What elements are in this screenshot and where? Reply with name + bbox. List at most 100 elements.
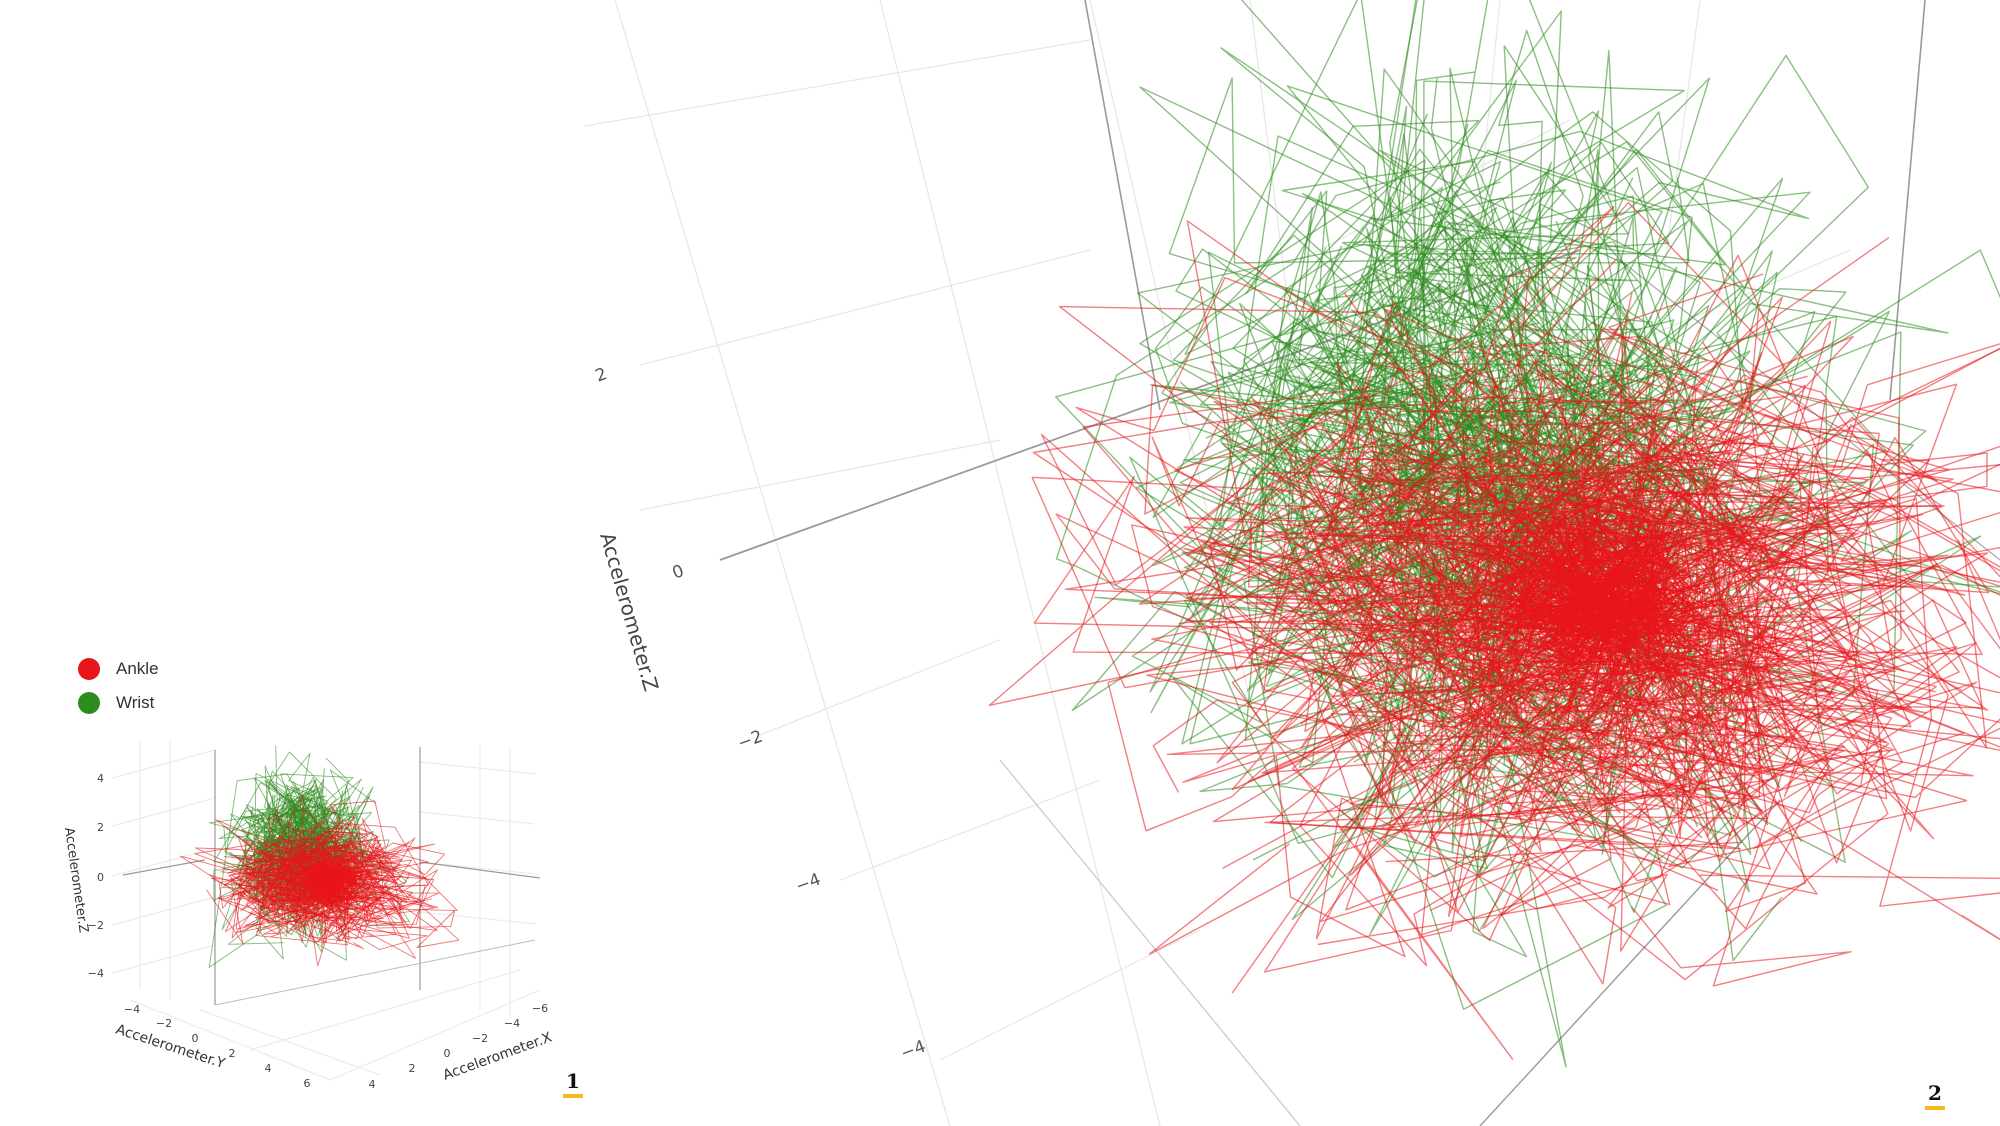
- small-x-tick-1: −4: [504, 1017, 520, 1030]
- ankle-dot-icon: [78, 658, 100, 680]
- big-axis-line-5: [999, 759, 1301, 1126]
- small-axis-z-zero: [122, 859, 206, 876]
- legend-item-ankle[interactable]: Ankle: [78, 652, 159, 686]
- big-z-tick-label-0: 2: [593, 364, 610, 386]
- small-z-tick-4: −4: [88, 967, 104, 980]
- small-grid-misc6: [249, 969, 521, 1051]
- legend-label-wrist: Wrist: [116, 693, 155, 712]
- wrist-dot-icon: [78, 692, 100, 714]
- small-x-tick-3: 0: [444, 1047, 451, 1060]
- panel-1-underline: [563, 1094, 583, 1098]
- small-grid-h4: [111, 944, 216, 974]
- zoomed-3d-plot[interactable]: 2 0 −2 −4 −4 Accelerometer.Z: [584, 0, 2000, 1126]
- big-ankle-trace-47: [1502, 352, 2000, 826]
- big-ankle-trace-64: [1322, 292, 1845, 849]
- big-ankle-trace-78: [1399, 610, 1887, 759]
- big-ankle-core-trace-35: [1505, 518, 1685, 678]
- zoomed-axis-lines: [719, 0, 2000, 1126]
- zoomed-z-ticks: 2 0 −2 −4 −4: [593, 364, 929, 1064]
- big-grid-line-v0: [614, 0, 951, 1126]
- small-grid-misc7: [329, 989, 541, 1081]
- small-z-tick-3: −2: [88, 919, 104, 932]
- small-y-tick-3: 2: [229, 1047, 236, 1060]
- big-grid-line-h3: [759, 639, 1001, 736]
- big-grid-line-h0: [584, 39, 1091, 127]
- small-y-tick-1: −2: [156, 1017, 172, 1030]
- small-grid-r0: [419, 761, 536, 775]
- small-axis-x-zero: [419, 861, 541, 879]
- big-grid-line-v1: [879, 0, 1161, 1126]
- big-ankle-trace-66: [1064, 321, 1912, 870]
- small-ankle-core-trace-23: [309, 859, 358, 906]
- small-grid-misc4: [129, 999, 331, 1081]
- small-ankle-core-trace-24: [316, 867, 359, 902]
- small-x-tick-2: −2: [472, 1032, 488, 1045]
- big-ankle-core-trace-39: [1507, 541, 1665, 621]
- zoomed-grid: [584, 0, 1851, 1126]
- overview-z-axis-label: Accelerometer.Z: [61, 826, 91, 934]
- small-y-tick-5: 6: [304, 1077, 311, 1090]
- small-ankle-trace-41: [263, 864, 400, 942]
- big-ankle-trace-1: [1319, 481, 1726, 985]
- big-axis-line-0: [719, 249, 1581, 561]
- overview-traces: [179, 745, 460, 968]
- legend-item-wrist[interactable]: Wrist: [78, 686, 159, 720]
- big-z-tick-label-2: −2: [735, 727, 765, 754]
- small-grid-r3: [419, 911, 536, 925]
- big-grid-line-v5: [1659, 0, 1701, 301]
- small-z-tick-1: 2: [97, 821, 104, 834]
- big-grid-line-h4: [839, 779, 1101, 881]
- small-axis-floor: [214, 939, 536, 1006]
- small-grid-r1: [419, 811, 536, 825]
- panel-2-underline: [1925, 1106, 1945, 1110]
- big-axis-line-4: [1619, 259, 2000, 561]
- small-x-tick-4: 2: [409, 1062, 416, 1075]
- big-axis-line-3: [1479, 799, 1781, 1126]
- overview-grid: [111, 740, 541, 1081]
- small-ankle-core-trace-22: [300, 859, 351, 912]
- zoomed-traces: [988, 0, 2000, 1068]
- small-grid-h2: [111, 847, 216, 877]
- big-ankle-core-trace-36: [1509, 569, 1683, 639]
- big-grid-line-h6: [1299, 119, 1571, 261]
- small-grid-h1: [111, 797, 216, 827]
- zoomed-z-axis-label: Accelerometer.Z: [595, 530, 663, 694]
- big-wrist-trace-61: [1240, 0, 1836, 789]
- big-ankle-core-trace-38: [1565, 516, 1686, 700]
- panel-number-1: 1: [566, 1069, 580, 1093]
- small-grid-h0: [111, 749, 216, 779]
- small-ankle-core-trace-18: [307, 865, 354, 897]
- big-ankle-trace-79: [1138, 399, 1826, 870]
- small-z-tick-0: 4: [97, 772, 104, 785]
- small-ankle-trace-42: [245, 837, 438, 932]
- legend: Ankle Wrist: [78, 652, 159, 720]
- small-z-tick-2: 0: [97, 871, 104, 884]
- big-grid-line-v3: [1249, 0, 1301, 401]
- overview-x-axis-label: Accelerometer.X: [441, 1029, 555, 1083]
- big-ankle-core-trace-31: [1515, 520, 1723, 622]
- big-ankle-trace-72: [1055, 368, 1966, 827]
- big-ankle-trace-70: [1213, 400, 2000, 832]
- big-ankle-core-trace-30: [1479, 528, 1671, 665]
- overview-3d-plot[interactable]: 4 2 0 −2 −4 −4 −2 0 2 4 6 −6 −4 −2 0 2 4 Accelerometer.Z…: [61, 740, 555, 1091]
- big-z-tick-label-3: −4: [793, 870, 823, 897]
- big-wrist-trace-66: [1309, 110, 1653, 720]
- small-grid-h3: [111, 896, 216, 926]
- big-ankle-core-trace-37: [1498, 512, 1694, 634]
- big-grid-line-h5: [939, 929, 1201, 1061]
- big-grid-line-h1: [639, 249, 1091, 366]
- big-z-tick-label-4: −4: [898, 1037, 928, 1064]
- overview-ticks: 4 2 0 −2 −4 −4 −2 0 2 4 6 −6 −4 −2 0 2 4: [88, 772, 548, 1091]
- big-grid-line-h2: [639, 439, 1001, 511]
- legend-label-ankle: Ankle: [116, 659, 159, 678]
- overview-axis-lines: [122, 747, 541, 1006]
- big-ankle-core-trace-32: [1517, 521, 1694, 746]
- small-x-tick-5: 4: [369, 1078, 376, 1091]
- big-ankle-trace-62: [1148, 436, 1799, 955]
- big-ankle-core-trace-33: [1551, 575, 1706, 712]
- big-wrist-trace-65: [1259, 216, 1737, 869]
- small-y-tick-4: 4: [265, 1062, 272, 1075]
- small-y-tick-2: 0: [192, 1032, 199, 1045]
- small-wrist-trace-41: [213, 795, 407, 908]
